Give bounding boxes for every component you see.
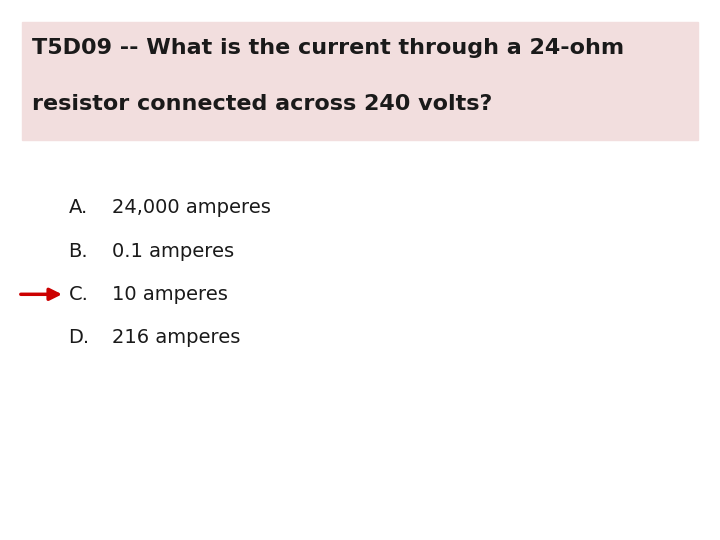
Text: 10 amperes: 10 amperes (112, 285, 228, 304)
Text: B.: B. (68, 241, 88, 261)
Text: T5D09 -- What is the current through a 24-ohm: T5D09 -- What is the current through a 2… (32, 38, 624, 58)
Text: C.: C. (68, 285, 89, 304)
FancyBboxPatch shape (22, 22, 698, 140)
Text: resistor connected across 240 volts?: resistor connected across 240 volts? (32, 94, 492, 114)
Text: 24,000 amperes: 24,000 amperes (112, 198, 271, 218)
Text: 0.1 amperes: 0.1 amperes (112, 241, 234, 261)
Text: 216 amperes: 216 amperes (112, 328, 240, 347)
Text: A.: A. (68, 198, 88, 218)
Text: D.: D. (68, 328, 89, 347)
